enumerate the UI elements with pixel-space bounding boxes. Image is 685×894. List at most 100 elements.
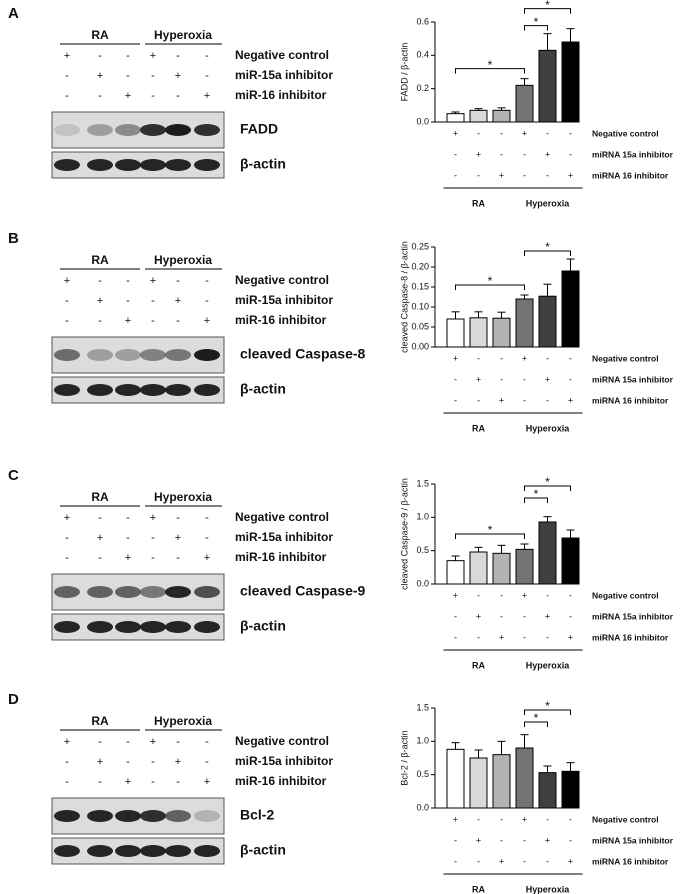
band	[87, 349, 113, 361]
sign: -	[65, 70, 69, 82]
sign: +	[125, 776, 131, 788]
significance-bracket	[524, 721, 548, 727]
bar	[515, 747, 534, 809]
condition-label: miR-16 inhibitor	[235, 313, 327, 327]
band	[165, 159, 191, 171]
group-label: RA	[472, 198, 485, 208]
significance-label: *	[534, 15, 539, 29]
sign: -	[546, 170, 549, 180]
band-label: β-actin	[240, 381, 286, 397]
band	[140, 810, 166, 822]
group-label: Hyperoxia	[526, 660, 571, 670]
band-label: β-actin	[240, 842, 286, 858]
condition-label: miRNA 16 inhibitor	[592, 170, 669, 180]
significance-bracket	[524, 25, 548, 31]
sign: -	[477, 856, 480, 866]
bar	[492, 552, 511, 585]
sign: -	[205, 532, 209, 544]
sign: +	[453, 353, 458, 363]
panel: C RA Hyperoxia + - - + - - Negative control - + - - + -…	[8, 467, 674, 670]
panel-letter: C	[8, 467, 19, 484]
significance-bracket	[455, 533, 525, 539]
sign: +	[204, 552, 210, 564]
condition-label: miR-16 inhibitor	[235, 88, 327, 102]
band	[165, 810, 191, 822]
bar	[561, 537, 580, 585]
sign: +	[204, 315, 210, 327]
bar	[538, 521, 557, 585]
group-label: RA	[91, 253, 109, 267]
sign: -	[176, 776, 180, 788]
bar	[469, 317, 488, 348]
sign: -	[500, 590, 503, 600]
sign: -	[126, 756, 130, 768]
sign: -	[477, 170, 480, 180]
sign: +	[568, 170, 573, 180]
sign: -	[176, 512, 180, 524]
band	[140, 621, 166, 633]
sign: -	[477, 590, 480, 600]
condition-label: miR-16 inhibitor	[235, 774, 327, 788]
band	[87, 124, 113, 136]
sign: -	[523, 395, 526, 405]
band	[194, 124, 220, 136]
sign: -	[477, 395, 480, 405]
band	[87, 159, 113, 171]
bar	[515, 298, 534, 348]
y-tick-label: 0.0	[416, 116, 429, 126]
sign: -	[546, 395, 549, 405]
sign: -	[569, 374, 572, 384]
condition-label: miR-15a inhibitor	[235, 754, 333, 768]
sign: -	[65, 295, 69, 307]
band	[115, 810, 141, 822]
group-label: RA	[472, 660, 485, 670]
panel-letter: B	[8, 230, 19, 247]
sign: -	[151, 295, 155, 307]
sign: +	[522, 128, 527, 138]
sign: -	[454, 149, 457, 159]
sign: -	[176, 736, 180, 748]
sign: -	[500, 128, 503, 138]
sign: +	[499, 632, 504, 642]
band	[194, 159, 220, 171]
significance-label: *	[488, 274, 493, 288]
sign: -	[523, 149, 526, 159]
group-label: RA	[472, 423, 485, 433]
significance-bracket	[455, 68, 525, 74]
sign: -	[500, 835, 503, 845]
sign: -	[126, 50, 130, 62]
sign: -	[546, 590, 549, 600]
y-tick-label: 0.4	[416, 50, 429, 60]
group-label: RA	[472, 884, 485, 894]
condition-label: miRNA 15a inhibitor	[592, 374, 674, 384]
band	[140, 384, 166, 396]
sign: +	[150, 50, 156, 62]
bar	[515, 548, 534, 585]
sign: +	[150, 512, 156, 524]
y-tick-label: 0.0	[416, 578, 429, 588]
sign: -	[65, 532, 69, 544]
condition-label: miRNA 15a inhibitor	[592, 835, 674, 845]
sign: -	[477, 128, 480, 138]
sign: -	[454, 856, 457, 866]
sign: -	[98, 512, 102, 524]
band-label: FADD	[240, 121, 278, 137]
band	[87, 586, 113, 598]
sign: +	[125, 315, 131, 327]
sign: -	[98, 50, 102, 62]
significance-label: *	[545, 240, 550, 254]
band	[165, 586, 191, 598]
band	[194, 810, 220, 822]
sign: +	[545, 374, 550, 384]
sign: -	[454, 395, 457, 405]
band	[87, 384, 113, 396]
band	[54, 621, 80, 633]
panel: D RA Hyperoxia + - - + - - Negative control - + - - + -…	[8, 691, 674, 894]
y-tick-label: 0.00	[411, 341, 429, 351]
y-tick-label: 1.0	[416, 512, 429, 522]
y-tick-label: 1.5	[416, 702, 429, 712]
bar	[538, 49, 557, 123]
sign: -	[546, 353, 549, 363]
y-tick-label: 0.6	[416, 16, 429, 26]
sign: -	[65, 315, 69, 327]
